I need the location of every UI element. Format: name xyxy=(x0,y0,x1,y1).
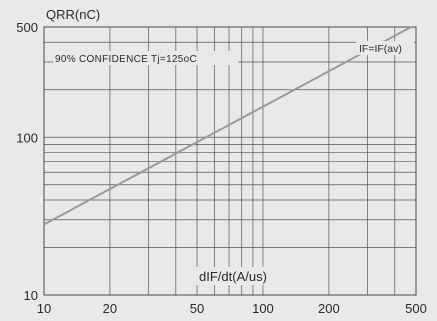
y-tick-label: 100 xyxy=(16,130,38,145)
x-axis-label: dIF/dt(A/us) xyxy=(199,269,267,284)
x-tick-label: 10 xyxy=(37,301,51,316)
if-note-bg xyxy=(356,41,414,55)
series-layer xyxy=(43,26,412,226)
y-tick-label: 500 xyxy=(16,20,38,35)
confidence-note: 90% CONFIDENCE Tj=125oC xyxy=(55,54,197,65)
y-tick-label: 10 xyxy=(24,288,38,303)
x-axis-label-bg xyxy=(196,267,292,285)
x-tick-label: 20 xyxy=(103,301,117,316)
x-tick-label: 50 xyxy=(190,301,204,316)
y-axis-label: QRR(nC) xyxy=(46,7,100,22)
confidence-note-bg xyxy=(53,51,238,65)
tick-labels: 10 20 50 100 200 500 10 100 500 xyxy=(16,20,427,316)
grid xyxy=(44,27,416,295)
if-note: IF=IF(av) xyxy=(359,43,402,55)
x-tick-label: 200 xyxy=(318,301,340,316)
series-line xyxy=(43,26,412,226)
x-tick-label: 500 xyxy=(405,301,427,316)
x-tick-label: 100 xyxy=(252,301,274,316)
plot-frame xyxy=(43,26,417,296)
